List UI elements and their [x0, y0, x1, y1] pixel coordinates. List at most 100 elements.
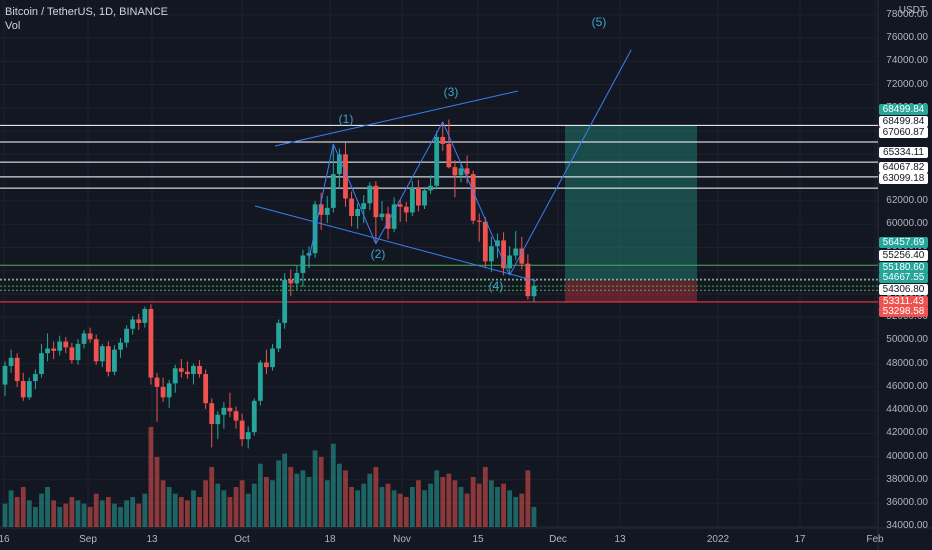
- candle: [409, 181, 415, 216]
- volume-bar: [69, 497, 75, 527]
- time-tick-label: 15: [472, 534, 484, 545]
- volume-label[interactable]: Vol: [5, 20, 21, 32]
- candle: [203, 369, 209, 409]
- elliott-wave-drawing[interactable]: [254, 49, 632, 282]
- volume-bar: [63, 503, 69, 527]
- candle: [136, 313, 142, 330]
- lower-channel-line[interactable]: [254, 205, 537, 282]
- candle: [525, 254, 531, 300]
- price-tag[interactable]: 53298.58: [879, 306, 928, 317]
- wave-segment[interactable]: [332, 143, 377, 245]
- time-tick-label: 18: [324, 534, 336, 545]
- candle: [227, 392, 233, 418]
- volume-bar: [397, 493, 403, 527]
- candle: [99, 343, 105, 368]
- volume-bar: [99, 500, 105, 527]
- price-tick-label: 48000.00: [886, 357, 928, 369]
- candle: [349, 191, 354, 227]
- stop-zone[interactable]: [565, 280, 697, 303]
- price-tag[interactable]: 56457.69: [879, 237, 928, 248]
- candle: [51, 341, 57, 359]
- price-tag[interactable]: 68499.84: [879, 104, 928, 115]
- price-tag[interactable]: 55180.60: [879, 262, 928, 273]
- candle: [294, 265, 300, 291]
- volume-bar: [75, 500, 81, 527]
- candle: [489, 236, 494, 272]
- candle: [373, 181, 379, 244]
- wave-segment[interactable]: [442, 121, 511, 276]
- volume-bar: [148, 427, 154, 527]
- volume-bar: [428, 483, 433, 527]
- volume-bar: [501, 483, 506, 527]
- wave-segment[interactable]: [509, 49, 632, 276]
- time-tick-label: Dec: [549, 534, 567, 545]
- price-tag[interactable]: 68499.84: [879, 116, 928, 127]
- price-tag[interactable]: 53311.43: [879, 296, 928, 307]
- price-tag[interactable]: 54306.80: [879, 284, 928, 295]
- volume-bars: [2, 427, 537, 527]
- candle: [112, 345, 117, 376]
- wave-segment[interactable]: [375, 121, 444, 245]
- candle: [87, 327, 93, 343]
- wave-label[interactable]: (2): [370, 247, 386, 261]
- price-tag[interactable]: 55256.40: [879, 250, 928, 261]
- price-tick-label: 74000.00: [886, 55, 928, 67]
- price-tag[interactable]: 67060.87: [879, 127, 928, 138]
- candle: [495, 233, 500, 258]
- wave-label[interactable]: (4): [488, 279, 504, 293]
- price-tag[interactable]: 64067.82: [879, 162, 928, 173]
- wave-segment[interactable]: [308, 143, 334, 260]
- volume-bar: [349, 487, 354, 527]
- candle: [14, 353, 20, 387]
- volume-bar: [166, 487, 172, 527]
- price-tick-label: 38000.00: [886, 473, 928, 485]
- candle: [458, 162, 464, 183]
- candle: [63, 336, 69, 354]
- wave-label[interactable]: (1): [338, 112, 354, 126]
- candle: [239, 413, 245, 447]
- candle: [69, 342, 75, 364]
- price-tag[interactable]: 54667.55: [879, 272, 928, 283]
- candle: [324, 196, 330, 223]
- candle: [75, 339, 81, 365]
- time-tick-label: Feb: [866, 534, 884, 545]
- candle: [148, 304, 154, 385]
- candle: [124, 325, 129, 348]
- candle: [2, 361, 8, 397]
- candle: [57, 335, 63, 356]
- wave-label[interactable]: (3): [443, 85, 459, 99]
- symbol-title[interactable]: Bitcoin / TetherUS, 1D, BINANCE: [5, 6, 169, 18]
- volume-bar: [458, 487, 464, 527]
- candle: [160, 377, 166, 402]
- upper-channel-line[interactable]: [274, 90, 519, 147]
- candle: [45, 333, 50, 362]
- candle: [270, 343, 275, 371]
- candle: [367, 182, 373, 211]
- candle: [330, 143, 336, 213]
- volume-bar: [87, 507, 93, 527]
- volume-bar: [337, 463, 342, 527]
- volume-bar: [300, 470, 306, 527]
- target-zone[interactable]: [565, 125, 697, 281]
- price-tick-label: 40000.00: [886, 450, 928, 462]
- grid: [0, 0, 878, 528]
- wave-label[interactable]: (5): [591, 15, 607, 29]
- price-tick-label: 72000.00: [886, 78, 928, 90]
- volume-bar: [403, 497, 409, 527]
- candle: [343, 142, 348, 207]
- volume-bar: [276, 460, 281, 527]
- volume-bar: [422, 490, 427, 527]
- candle: [251, 398, 257, 436]
- long-position-tool[interactable]: [565, 125, 697, 303]
- candle: [507, 246, 513, 275]
- candle: [361, 195, 367, 223]
- volume-bar: [519, 493, 525, 527]
- volume-bar: [440, 477, 446, 527]
- price-tag[interactable]: 63099.18: [879, 173, 928, 184]
- volume-bar: [251, 483, 257, 527]
- price-tag[interactable]: 65334.11: [879, 147, 928, 158]
- candle: [337, 148, 342, 190]
- volume-bar: [239, 480, 245, 527]
- volume-bar: [245, 493, 251, 527]
